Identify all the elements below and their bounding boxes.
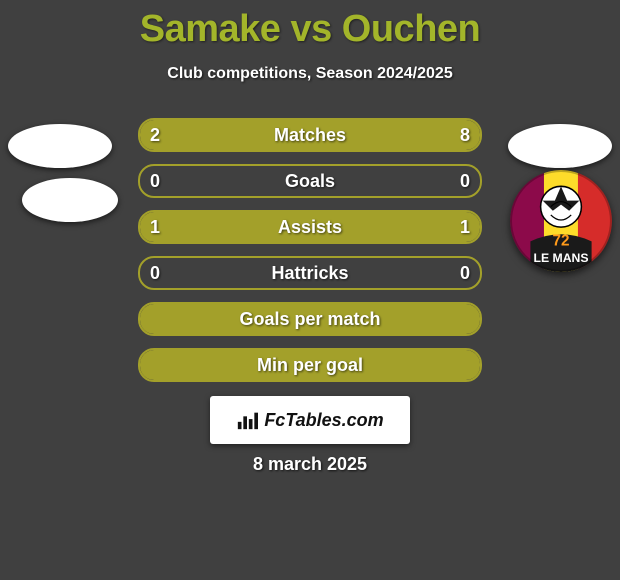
stat-row: 2 Matches 8 <box>138 118 482 152</box>
stat-label: Goals <box>285 171 335 192</box>
player-right-avatar-head <box>508 124 612 168</box>
stat-row: 0 Hattricks 0 <box>138 256 482 290</box>
watermark-text: FcTables.com <box>264 410 383 431</box>
stat-label: Goals per match <box>239 309 380 330</box>
stat-value-left: 0 <box>150 263 160 284</box>
crest-number: 72 <box>553 232 570 249</box>
stat-value-right: 0 <box>460 263 470 284</box>
stat-row: Goals per match <box>138 302 482 336</box>
crest-label: LE MANS <box>533 251 588 265</box>
club-crest-right: 72 LE MANS <box>510 170 612 272</box>
stat-value-left: 1 <box>150 217 160 238</box>
footer-date: 8 march 2025 <box>0 454 620 475</box>
stat-label: Assists <box>278 217 342 238</box>
page-subtitle: Club competitions, Season 2024/2025 <box>0 65 620 83</box>
watermark-badge: FcTables.com <box>210 396 410 444</box>
stats-comparison-list: 2 Matches 8 0 Goals 0 1 Assists 1 0 Hattricks 0 Goal… <box>138 118 482 394</box>
stat-value-left: 2 <box>150 125 160 146</box>
stat-label: Min per goal <box>257 355 363 376</box>
stat-row: 0 Goals 0 <box>138 164 482 198</box>
stat-label: Matches <box>274 125 346 146</box>
stat-value-right: 8 <box>460 125 470 146</box>
stat-label: Hattricks <box>271 263 348 284</box>
player-left-avatar-body <box>22 178 118 222</box>
stat-value-left: 0 <box>150 171 160 192</box>
page-title: Samake vs Ouchen <box>0 0 620 51</box>
stat-row: Min per goal <box>138 348 482 382</box>
stat-row: 1 Assists 1 <box>138 210 482 244</box>
stat-value-right: 1 <box>460 217 470 238</box>
stat-value-right: 0 <box>460 171 470 192</box>
club-crest-svg: 72 LE MANS <box>510 170 612 272</box>
chart-bars-icon <box>236 409 258 431</box>
player-left-avatar-head <box>8 124 112 168</box>
